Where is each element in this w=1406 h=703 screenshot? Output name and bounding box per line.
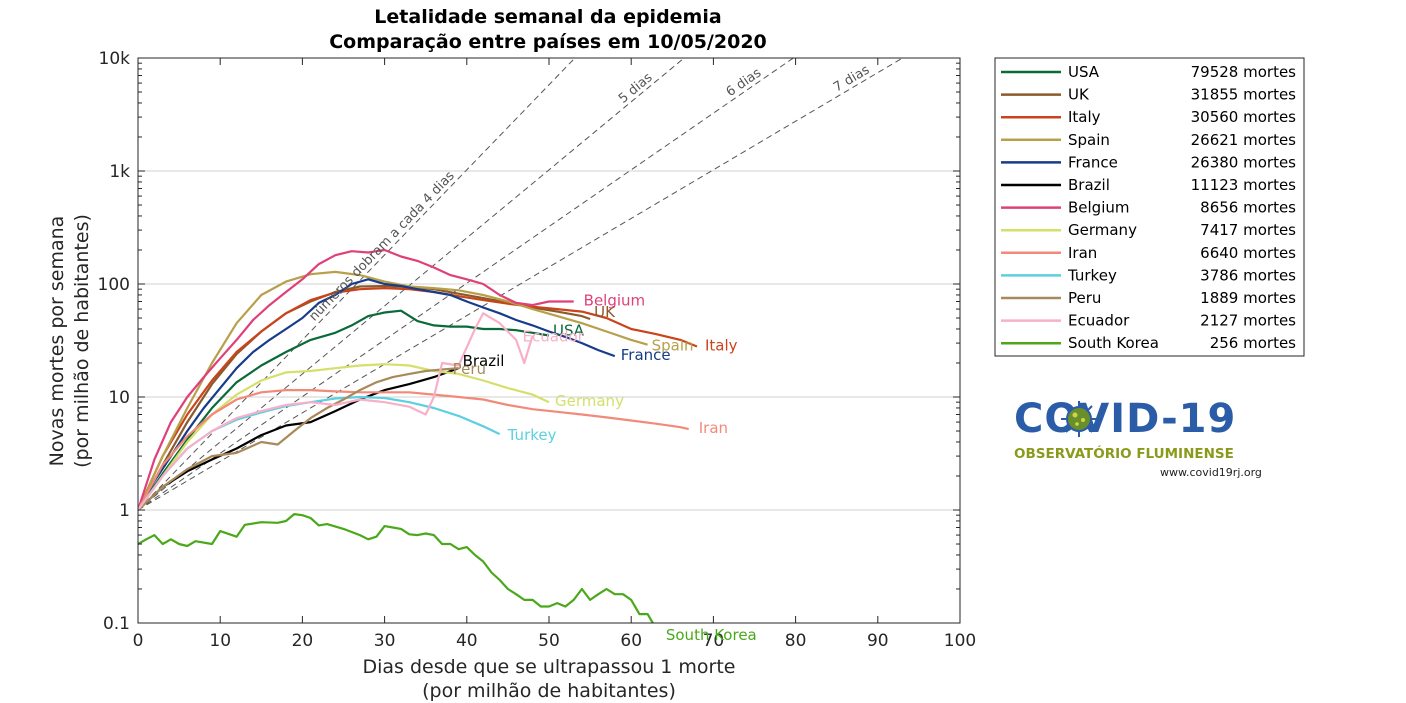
- y-axis-label-line2: (por milhão de habitantes): [71, 214, 93, 468]
- legend-deaths: 256 mortes: [1210, 334, 1296, 352]
- legend: USA 79528 mortes UK 31855 mortes Italy 30560 …: [994, 57, 1305, 357]
- legend-label: Italy: [1068, 108, 1101, 126]
- chart-subtitle: Comparação entre países em 10/05/2020: [329, 31, 767, 53]
- legend-deaths: 30560 mortes: [1191, 108, 1297, 126]
- x-tick-label: 20: [292, 631, 314, 651]
- x-tick-label: 40: [456, 631, 478, 651]
- legend-deaths: 79528 mortes: [1191, 63, 1297, 81]
- logo-covid-text: COVID-19: [1014, 396, 1237, 442]
- series-end-label: USA: [553, 322, 585, 340]
- plot-area: [138, 58, 960, 623]
- legend-deaths: 8656 mortes: [1200, 199, 1296, 217]
- series-end-label: Brazil: [463, 352, 505, 370]
- y-axis-label-line1: Novas mortes por semana: [46, 216, 68, 467]
- x-tick-label: 50: [538, 631, 560, 651]
- series-line-belgium: [138, 248, 574, 511]
- x-tick-label: 10: [209, 631, 231, 651]
- series-end-label: Ecuador: [523, 328, 585, 346]
- series-end-label: France: [621, 346, 671, 364]
- x-tick-label: 0: [133, 631, 144, 651]
- y-tick-label: 0.1: [103, 614, 130, 634]
- legend-deaths: 7417 mortes: [1200, 221, 1296, 239]
- x-tick-label: 100: [944, 631, 976, 651]
- legend-label: France: [1068, 153, 1118, 171]
- legend-deaths: 26621 mortes: [1191, 131, 1297, 149]
- x-tick-label: 90: [867, 631, 889, 651]
- series-end-label: Turkey: [507, 426, 557, 444]
- x-tick-label: 60: [620, 631, 642, 651]
- legend-label: Spain: [1068, 131, 1110, 149]
- legend-label: Peru: [1068, 289, 1101, 307]
- covid19-logo: COVID-19 OBSERVATÓRIO FLUMINENSE www.cov…: [1010, 396, 1290, 486]
- x-tick-label: 70: [703, 631, 725, 651]
- legend-deaths: 3786 mortes: [1200, 266, 1296, 284]
- series-line-ecuador: [138, 312, 534, 511]
- series-line-france: [138, 278, 616, 511]
- x-tick-label: 30: [374, 631, 396, 651]
- doubling-guide-line: [138, 58, 904, 511]
- legend-label: USA: [1068, 63, 1100, 81]
- legend-label: Ecuador: [1068, 312, 1130, 330]
- x-axis-label-line2: (por milhão de habitantes): [422, 680, 676, 702]
- x-tick-label: 80: [785, 631, 807, 651]
- series-end-label: Belgium: [584, 292, 646, 310]
- logo-url: www.covid19rj.org: [1160, 466, 1262, 479]
- y-tick-label: 10k: [99, 49, 131, 69]
- series-end-label: Germany: [555, 392, 624, 410]
- legend-label: UK: [1068, 86, 1090, 104]
- y-tick-label: 100: [98, 275, 130, 295]
- y-tick-label: 1: [119, 501, 130, 521]
- series-line-usa: [138, 309, 550, 511]
- series-line-spain: [138, 270, 648, 511]
- legend-deaths: 11123 mortes: [1191, 176, 1297, 194]
- legend-deaths: 2127 mortes: [1200, 312, 1296, 330]
- series-end-label: Spain: [652, 337, 694, 355]
- legend-label: Turkey: [1067, 266, 1117, 284]
- series-line-brazil: [138, 367, 459, 511]
- legend-label: Iran: [1068, 244, 1097, 262]
- legend-label: Brazil: [1068, 176, 1110, 194]
- series-end-label: UK: [594, 303, 616, 321]
- legend-label: Belgium: [1068, 199, 1130, 217]
- legend-label: Germany: [1068, 221, 1137, 239]
- y-tick-label: 1k: [109, 162, 130, 182]
- series-end-label: Iran: [699, 419, 728, 437]
- legend-deaths: 6640 mortes: [1200, 244, 1296, 262]
- legend-deaths: 1889 mortes: [1200, 289, 1296, 307]
- x-axis-label-line1: Dias desde que se ultrapassou 1 morte: [362, 656, 735, 678]
- doubling-guide-line: [138, 58, 576, 511]
- legend-deaths: 31855 mortes: [1191, 86, 1297, 104]
- legend-label: South Korea: [1068, 334, 1159, 352]
- series-line-iran: [138, 389, 689, 511]
- series-line-peru: [138, 367, 459, 511]
- logo-org-name: OBSERVATÓRIO FLUMINENSE: [1014, 446, 1234, 462]
- virus-icon: [1061, 401, 1097, 437]
- series-end-label: Italy: [705, 336, 738, 354]
- chart-title: Letalidade semanal da epidemia: [374, 6, 721, 28]
- series-line-south-korea: [138, 513, 655, 623]
- series-end-label: Peru: [453, 360, 486, 378]
- legend-deaths: 26380 mortes: [1191, 153, 1297, 171]
- series-end-label: South Korea: [666, 626, 757, 644]
- doubling-guide-line: [138, 58, 685, 511]
- y-tick-label: 10: [108, 388, 130, 408]
